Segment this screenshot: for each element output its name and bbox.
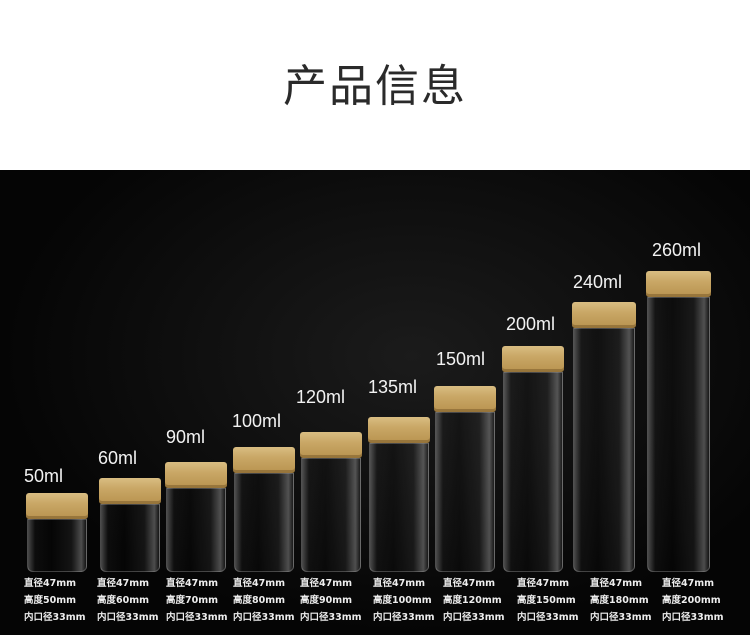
spec-block: 直径47mm 高度80mm 内口径33mm	[233, 575, 295, 626]
spec-diameter: 直径47mm	[662, 578, 715, 589]
bamboo-lid	[502, 346, 564, 372]
capacity-label: 135ml	[368, 377, 418, 397]
spec-inner: 内口径33mm	[166, 612, 228, 623]
bamboo-lid	[300, 432, 362, 458]
capacity-label: 100ml	[232, 411, 282, 431]
glass-jar	[300, 432, 362, 572]
header: 产品信息	[0, 0, 750, 170]
spec-height: 高度50mm	[24, 595, 77, 606]
jar-body	[503, 372, 563, 572]
spec-height: 高度60mm	[97, 595, 150, 606]
spec-inner: 内口径33mm	[662, 612, 724, 623]
glass-jar	[572, 302, 636, 572]
glass-jar	[233, 447, 295, 572]
spec-height: 高度150mm	[517, 595, 576, 606]
spec-inner: 内口径33mm	[233, 612, 295, 623]
spec-inner: 内口径33mm	[373, 612, 435, 623]
spec-diameter: 直径47mm	[233, 578, 286, 589]
spec-diameter: 直径47mm	[373, 578, 426, 589]
jar-body	[27, 519, 87, 572]
spec-diameter: 直径47mm	[443, 578, 496, 589]
spec-diameter: 直径47mm	[97, 578, 150, 589]
spec-inner: 内口径33mm	[97, 612, 159, 623]
spec-block: 直径47mm 高度60mm 内口径33mm	[97, 575, 159, 626]
spec-block: 直径47mm 高度120mm 内口径33mm	[443, 575, 505, 626]
bamboo-lid	[26, 493, 88, 519]
spec-block: 直径47mm 高度70mm 内口径33mm	[166, 575, 228, 626]
bamboo-lid	[646, 271, 711, 297]
capacity-label: 260ml	[652, 240, 702, 260]
bamboo-lid	[572, 302, 636, 328]
spec-height: 高度200mm	[662, 595, 721, 606]
spec-block: 直径47mm 高度100mm 内口径33mm	[373, 575, 435, 626]
spec-diameter: 直径47mm	[24, 578, 77, 589]
jar-body	[435, 412, 495, 572]
spec-block: 直径47mm 高度200mm 内口径33mm	[662, 575, 724, 626]
spec-diameter: 直径47mm	[166, 578, 219, 589]
jar-body	[573, 328, 635, 572]
capacity-label: 90ml	[166, 427, 206, 447]
capacity-label: 120ml	[296, 387, 346, 407]
spec-block: 直径47mm 高度50mm 内口径33mm	[24, 575, 86, 626]
spec-block: 直径47mm 高度180mm 内口径33mm	[590, 575, 652, 626]
glass-jar	[165, 462, 227, 572]
page-title: 产品信息	[283, 61, 467, 112]
jar-body	[234, 473, 294, 572]
spec-inner: 内口径33mm	[517, 612, 579, 623]
spec-height: 高度180mm	[590, 595, 649, 606]
bamboo-lid	[233, 447, 295, 473]
spec-height: 高度90mm	[300, 595, 353, 606]
capacity-label: 240ml	[573, 272, 623, 292]
glass-jar	[99, 478, 161, 572]
glass-jar	[434, 386, 496, 572]
glass-jar	[26, 493, 88, 572]
spec-diameter: 直径47mm	[517, 578, 570, 589]
spec-height: 高度100mm	[373, 595, 432, 606]
spec-block: 直径47mm 高度150mm 内口径33mm	[517, 575, 579, 626]
capacity-label: 200ml	[506, 314, 556, 334]
capacity-label: 60ml	[98, 448, 138, 468]
bamboo-lid	[165, 462, 227, 488]
spec-diameter: 直径47mm	[300, 578, 353, 589]
spec-inner: 内口径33mm	[24, 612, 86, 623]
jar-body	[100, 504, 160, 572]
jar-body	[369, 443, 429, 572]
spec-block: 直径47mm 高度90mm 内口径33mm	[300, 575, 362, 626]
spec-height: 高度70mm	[166, 595, 219, 606]
bamboo-lid	[368, 417, 430, 443]
jar-body	[166, 488, 226, 572]
jar-body	[647, 297, 710, 572]
spec-inner: 内口径33mm	[590, 612, 652, 623]
spec-inner: 内口径33mm	[443, 612, 505, 623]
spec-diameter: 直径47mm	[590, 578, 643, 589]
bamboo-lid	[434, 386, 496, 412]
bamboo-lid	[99, 478, 161, 504]
glass-jar	[368, 417, 430, 572]
capacity-label: 150ml	[436, 349, 486, 369]
glass-jar	[646, 271, 711, 572]
spec-inner: 内口径33mm	[300, 612, 362, 623]
spec-height: 高度120mm	[443, 595, 502, 606]
spec-height: 高度80mm	[233, 595, 286, 606]
product-stage: 50ml 直径47mm 高度50mm 内口径33mm 60ml 直径47mm 高度60mm 内…	[0, 170, 750, 635]
glass-jar	[502, 346, 564, 572]
capacity-label: 50ml	[24, 466, 64, 486]
jar-body	[301, 458, 361, 572]
